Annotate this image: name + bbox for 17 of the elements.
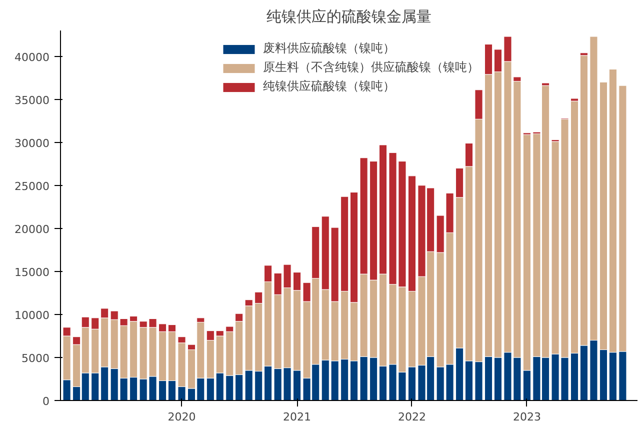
x-tick-label: 2023 xyxy=(512,410,541,423)
x-tick-label: 2022 xyxy=(398,410,426,423)
y-tick-label: 15000 xyxy=(14,266,50,279)
y-tick-label: 40000 xyxy=(14,50,50,64)
x-tick-label: 2021 xyxy=(283,410,312,423)
y-tick-label: 35000 xyxy=(14,94,50,107)
x-tick-label: 2020 xyxy=(168,410,196,423)
legend-label: 纯镍供应硫酸镍（镍吨） xyxy=(263,78,395,95)
legend-label: 废料供应硫酸镍（镍吨） xyxy=(263,40,395,57)
y-tick-label: 30000 xyxy=(14,136,50,150)
y-tick-label: 25000 xyxy=(14,180,50,193)
legend-label: 原生料（不含纯镍）供应硫酸镍（镍吨） xyxy=(263,59,479,76)
chart-title: 纯镍供应的硫酸镍金属量 xyxy=(266,8,432,26)
y-tick-label: 0 xyxy=(42,395,50,408)
y-tick-label: 10000 xyxy=(14,308,50,322)
y-tick-label: 20000 xyxy=(14,222,50,236)
y-tick-label: 5000 xyxy=(22,352,50,365)
